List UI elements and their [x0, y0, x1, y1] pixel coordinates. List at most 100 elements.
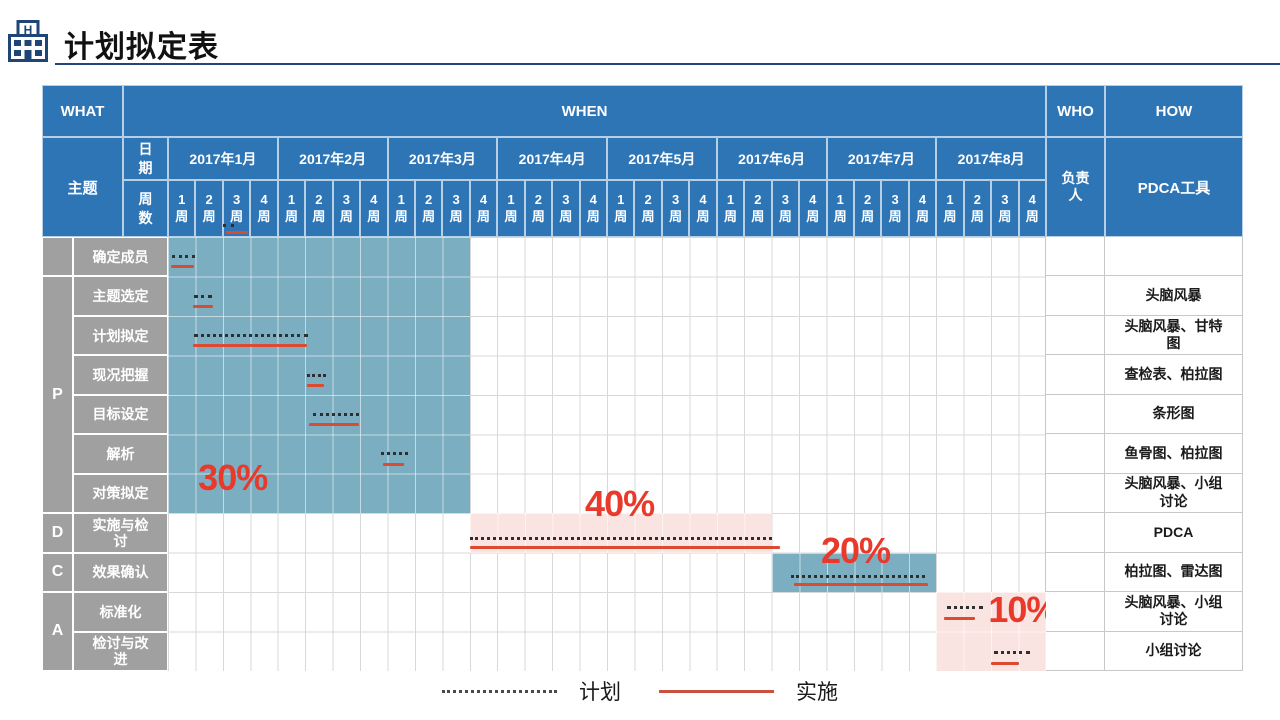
- hospital-building-icon: H: [8, 20, 48, 62]
- implementation-bar: [383, 462, 404, 466]
- week-header-text: 周: [339, 208, 353, 224]
- week-header-text: 周: [394, 208, 408, 224]
- week-header-text: 4: [699, 192, 707, 208]
- week-header-text: 周: [669, 208, 683, 224]
- who-value-cell: [1046, 394, 1105, 435]
- task-name-cell: 确定成员: [73, 237, 168, 277]
- how-value-cell: PDCA: [1105, 513, 1243, 553]
- month-header-cell: 2017年6月: [716, 137, 827, 180]
- implementation-bar: [991, 661, 1019, 665]
- svg-text:H: H: [24, 23, 33, 37]
- plan-bar: [380, 452, 409, 456]
- week-header-text: 3: [671, 192, 680, 208]
- plan-bar: [993, 651, 1030, 655]
- header-topic: 主题: [42, 137, 123, 237]
- week-header-text: 周: [916, 208, 930, 224]
- how-value-cell: 小组讨论: [1105, 631, 1243, 671]
- header-week-count: 周数: [123, 180, 168, 237]
- who-value-cell: [1046, 631, 1105, 671]
- who-value-cell: [1046, 237, 1105, 277]
- week-header-text: 周: [257, 208, 271, 224]
- how-value-cell: 查检表、柏拉图: [1105, 355, 1243, 395]
- who-value-cell: [1046, 592, 1105, 632]
- week-header-text: 2: [534, 192, 543, 208]
- week-header-text: 3: [562, 192, 570, 208]
- month-header-cell: 2017年1月: [168, 137, 278, 180]
- implementation-bar: [469, 546, 780, 550]
- header-date: 日期: [123, 137, 168, 180]
- header-date-label: 日期: [138, 141, 153, 176]
- plan-bar: [194, 334, 308, 338]
- legend: 计划 实施: [0, 676, 1280, 706]
- week-header-text: 1: [397, 192, 405, 208]
- week-header-text: 3: [342, 192, 350, 208]
- task-name-cell: 对策拟定: [73, 473, 168, 514]
- who-value-cell: [1046, 315, 1105, 356]
- implementation-bar: [170, 265, 195, 269]
- implementation-bar: [306, 383, 325, 387]
- how-value-cell: 头脑风暴、小组讨论: [1105, 592, 1243, 632]
- implementation-bar: [309, 423, 359, 427]
- week-header-text: 3: [891, 192, 899, 208]
- header-person-in-charge: 负责人: [1046, 137, 1105, 237]
- page-title: 计划拟定表: [64, 31, 219, 64]
- header-pdca-tools: PDCA工具: [1105, 137, 1243, 237]
- task-name-cell: 检讨与改进: [73, 631, 168, 671]
- header-when: WHEN: [123, 85, 1046, 137]
- how-value-cell: 头脑风暴、甘特图: [1105, 315, 1243, 356]
- week-header-text: 2: [754, 192, 762, 208]
- week-header-text: 周: [998, 208, 1012, 224]
- title-underline: [55, 63, 1280, 65]
- week-header-text: 4: [1028, 192, 1036, 208]
- week-header-text: 1: [946, 192, 954, 208]
- week-header-text: 周: [943, 208, 957, 224]
- task-name-cell: 主题选定: [73, 276, 168, 316]
- how-value-cell: 头脑风暴: [1105, 276, 1243, 316]
- week-header-text: 周: [833, 208, 847, 224]
- task-name-cell: 解析: [73, 434, 168, 474]
- plan-table: WHAT WHEN WHO HOW 主题 日期 周数 负责人 PDCA工具 20…: [42, 85, 1243, 671]
- week-header-text: 周: [504, 208, 518, 224]
- implementation-bar: [944, 616, 975, 620]
- week-header-text: 周: [861, 208, 875, 224]
- percent-label: 20%: [821, 529, 891, 571]
- plan-bar: [172, 255, 196, 259]
- header-week3-impl-marker: [226, 231, 248, 234]
- legend-label-plan: 计划: [579, 681, 621, 704]
- phase-cell-P: P: [42, 276, 73, 514]
- week-header-text: 4: [918, 192, 927, 208]
- week-header-text: 1: [726, 192, 735, 208]
- week-header-text: 2: [205, 192, 213, 208]
- month-header-cell: 2017年7月: [826, 137, 937, 180]
- month-header-cell: 2017年2月: [277, 137, 388, 180]
- month-header-cell: 2017年4月: [497, 137, 607, 180]
- week-header-text: 周: [422, 208, 436, 224]
- week-header-text: 4: [260, 192, 268, 208]
- week-header-text: 周: [449, 208, 463, 224]
- month-header-cell: 2017年3月: [387, 137, 498, 180]
- phase-pink-block: [936, 592, 1046, 671]
- week-header-text: 周: [778, 208, 792, 224]
- how-value-cell: 条形图: [1105, 394, 1243, 435]
- week-header-text: 1: [836, 192, 844, 208]
- title-bar: H 计划拟定表: [0, 0, 1280, 70]
- header-what: WHAT: [42, 85, 123, 137]
- percent-label: 30%: [198, 456, 268, 498]
- plan-bar: [947, 606, 983, 610]
- header-week3-plan-marker: [223, 224, 234, 227]
